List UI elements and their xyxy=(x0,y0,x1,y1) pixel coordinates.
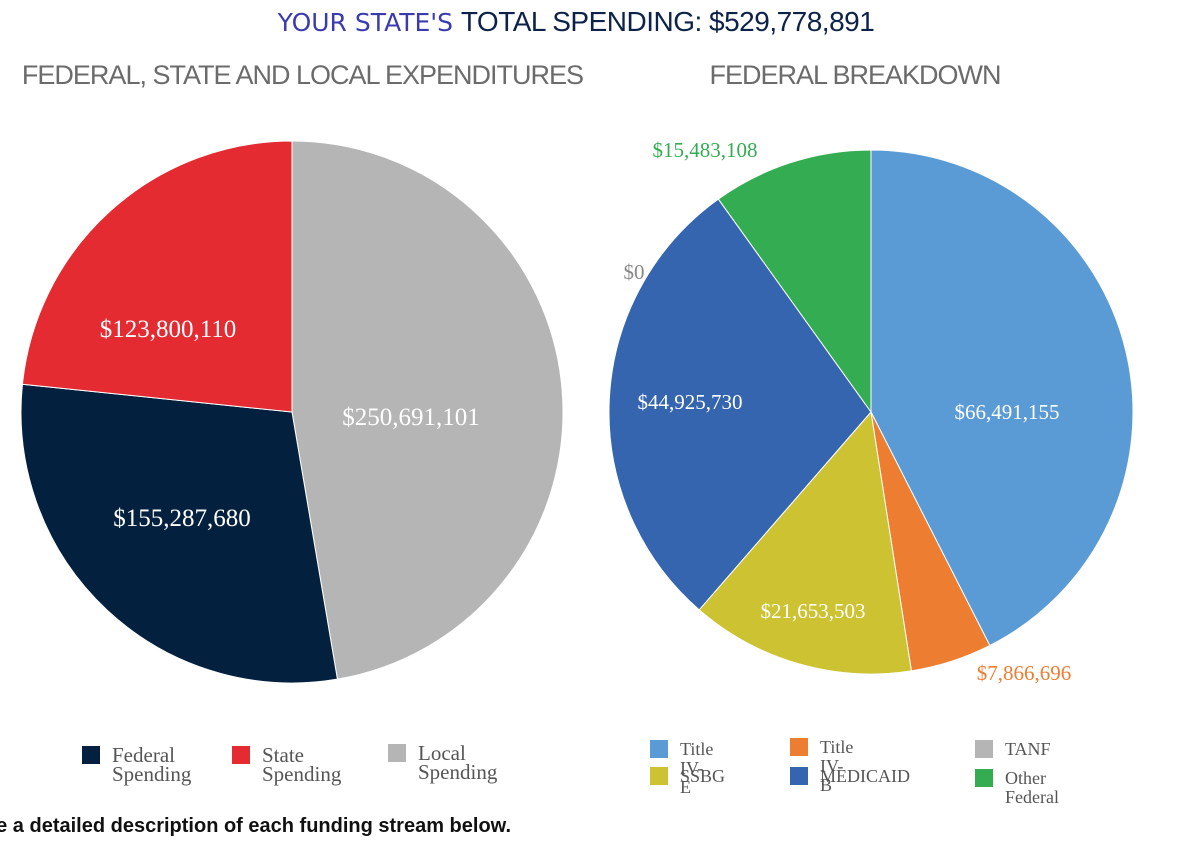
expenditures-pie: $250,691,101 $155,287,680 $123,800,110 xyxy=(20,140,564,684)
slice-label-tanf: $0 xyxy=(624,260,645,284)
legend-swatch xyxy=(790,767,808,785)
legend-swatch xyxy=(388,744,406,762)
legend-item-title-iv-b: Title IV-B xyxy=(790,738,853,795)
pie-slice-title-iv-e xyxy=(870,149,1134,647)
slice-label-title-iv-b: $7,866,696 xyxy=(977,661,1072,685)
legend-item-tanf: TANF xyxy=(975,740,1051,759)
legend-swatch xyxy=(975,769,993,787)
slice-label-title-iv-e: $66,491,155 xyxy=(955,400,1060,424)
legend-label: Other Federal xyxy=(1005,768,1059,807)
legend-item-ssbg: SSBG xyxy=(650,767,725,786)
pie-slice-ssbg xyxy=(698,410,912,675)
legend-swatch xyxy=(790,738,808,756)
slice-label-state-spending: $123,800,110 xyxy=(100,316,237,343)
legend-item-medicaid: MEDICAID xyxy=(790,767,910,786)
legend-label: Local Spending xyxy=(418,741,498,784)
pie-slice-local-spending xyxy=(291,140,564,680)
right-chart-title: FEDERAL BREAKDOWN xyxy=(709,60,1001,90)
total-spending: TOTAL SPENDING: $529,778,891 xyxy=(460,6,875,37)
legend-label: Title IV-E xyxy=(680,739,714,797)
pie-slice-federal-spending xyxy=(20,383,338,684)
page-header: YOUR STATE'S TOTAL SPENDING: $529,778,89… xyxy=(0,6,1152,38)
slice-label-medicaid: $44,925,730 xyxy=(638,390,743,414)
legend-swatch xyxy=(650,740,668,758)
legend-label: Title IV-B xyxy=(820,737,854,795)
left-chart-title: FEDERAL, STATE AND LOCAL EXPENDITURES xyxy=(21,60,584,90)
legend-swatch xyxy=(232,746,250,764)
slice-label-ssbg: $21,653,503 xyxy=(761,599,866,623)
legend-item-federal-spending: Federal Spending xyxy=(82,743,192,786)
footnote: ee a detailed description of each fundin… xyxy=(0,815,512,837)
pie-slice-other-federal xyxy=(717,149,872,414)
legend-label: SSBG xyxy=(680,766,726,786)
legend-swatch xyxy=(975,740,993,758)
legend-label: Federal Spending xyxy=(112,743,192,786)
legend-item-other-federal: Other Federal xyxy=(975,769,1059,807)
legend-label: TANF xyxy=(1005,739,1051,759)
slice-label-local-spending: $250,691,101 xyxy=(342,404,480,431)
legend-item-state-spending: State Spending xyxy=(232,743,342,786)
pie-slice-medicaid xyxy=(608,198,872,611)
legend-swatch xyxy=(650,767,668,785)
legend-swatch xyxy=(82,746,100,764)
slice-label-other-federal: $15,483,108 xyxy=(653,138,758,162)
legend-label: State Spending xyxy=(262,743,342,786)
slice-label-federal-spending: $155,287,680 xyxy=(113,505,251,532)
legend-item-local-spending: Local Spending xyxy=(388,741,498,784)
legend-label: MEDICAID xyxy=(820,766,910,786)
legend-item-title-iv-e: Title IV-E xyxy=(650,740,713,797)
pie-slice-state-spending xyxy=(21,140,293,413)
federal-breakdown-pie: $66,491,155 $7,866,696 $21,653,503 $44,925,… xyxy=(608,138,1134,685)
header-prefix: YOUR STATE'S xyxy=(277,8,454,37)
